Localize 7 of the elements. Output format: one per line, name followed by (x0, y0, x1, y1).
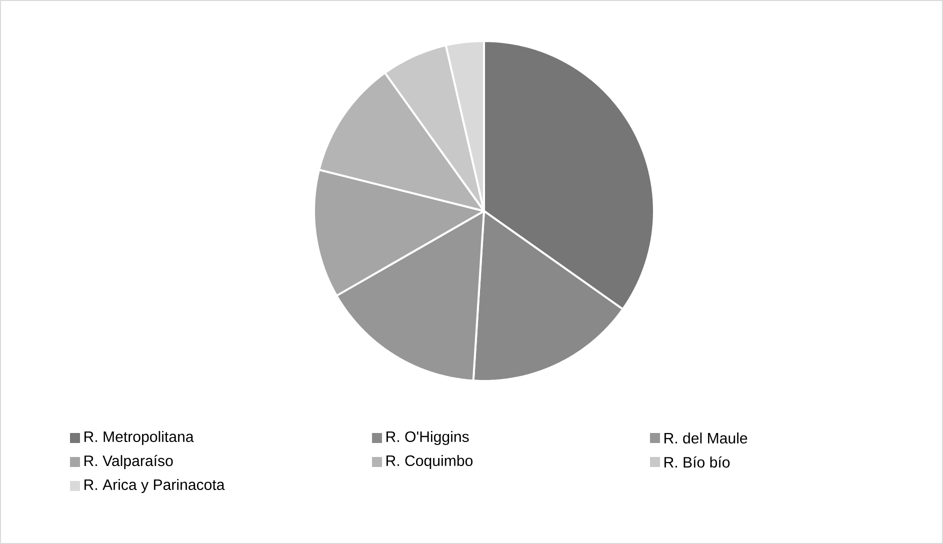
legend-label: R. Coquimbo (386, 454, 473, 470)
legend-label: R. Bío bío (664, 456, 730, 468)
legend-label: R. O'Higgins (386, 430, 469, 446)
legend-label: R. Arica y Parinacota (84, 478, 225, 494)
legend-label: R. del Maule (664, 432, 748, 444)
legend-label: R. Metropolitana (84, 430, 194, 446)
legend-label: R. Valparaíso (84, 454, 173, 470)
